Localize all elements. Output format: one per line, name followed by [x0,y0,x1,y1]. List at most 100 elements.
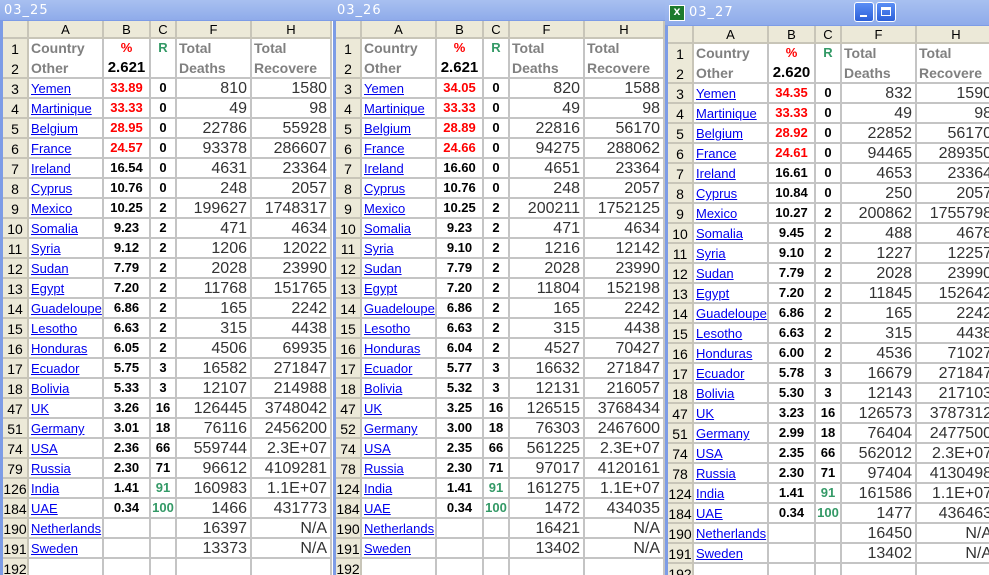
row-header[interactable]: 190 [668,524,694,544]
total-deaths-cell[interactable]: 315 [510,319,585,339]
percent-cell[interactable]: 34.35 [769,84,816,104]
row-header[interactable]: 2 [336,59,362,79]
total-deaths-cell[interactable]: 488 [842,224,917,244]
total-deaths-cell[interactable]: 820 [510,79,585,99]
row-header[interactable]: 78 [668,464,694,484]
total-deaths-cell[interactable]: 810 [177,79,252,99]
country-link[interactable]: Russia [362,459,437,479]
country-link[interactable]: Egypt [29,279,104,299]
percent-cell[interactable]: 24.66 [437,139,484,159]
r-cell[interactable]: 3 [484,359,510,379]
row-header[interactable]: 74 [336,439,362,459]
row-header[interactable]: 10 [668,224,694,244]
percent-cell[interactable]: 2.30 [104,459,151,479]
row-header[interactable]: 2 [668,64,694,84]
total-recovered-cell[interactable]: 1580 [252,79,332,99]
percent-cell[interactable]: 2.35 [437,439,484,459]
percent-cell[interactable] [104,559,151,575]
total-recovered-cell[interactable]: 4438 [585,319,665,339]
r-cell[interactable]: 0 [151,159,177,179]
percent-cell[interactable]: 33.33 [437,99,484,119]
total-deaths-cell[interactable]: 4651 [510,159,585,179]
percent-cell[interactable]: 7.20 [437,279,484,299]
r-cell[interactable]: 2 [484,239,510,259]
r-cell[interactable]: 3 [151,359,177,379]
row-header[interactable]: 6 [336,139,362,159]
country-link[interactable]: Sudan [29,259,104,279]
total-deaths-cell[interactable]: 16679 [842,364,917,384]
percent-cell[interactable]: 3.00 [437,419,484,439]
r-cell[interactable]: 0 [151,119,177,139]
row-header[interactable]: 74 [3,439,29,459]
row-header[interactable]: 9 [3,199,29,219]
row-header[interactable]: 17 [3,359,29,379]
total-recovered-cell[interactable]: 2.3E+07 [252,439,332,459]
total-recovered-cell[interactable]: 1590 [917,84,989,104]
row-header[interactable]: 13 [668,284,694,304]
r-cell[interactable]: 0 [484,159,510,179]
row-header[interactable]: 51 [3,419,29,439]
country-link[interactable]: India [362,479,437,499]
total-deaths-cell[interactable]: 1472 [510,499,585,519]
total-deaths-cell[interactable]: 13373 [177,539,252,559]
total-recovered-cell[interactable] [585,559,665,575]
row-header[interactable]: 190 [336,519,362,539]
total-recovered-cell[interactable]: 289350 [917,144,989,164]
total-recovered-cell[interactable]: 4109281 [252,459,332,479]
r-cell[interactable]: 18 [151,419,177,439]
total-deaths-cell[interactable]: 13402 [510,539,585,559]
total-recovered-cell[interactable]: 2456200 [252,419,332,439]
column-header-C[interactable]: C [151,21,177,39]
total-deaths-cell[interactable]: 126573 [842,404,917,424]
row-header[interactable]: 1 [336,39,362,59]
country-link[interactable]: Yemen [29,79,104,99]
total-deaths-cell[interactable]: 93378 [177,139,252,159]
total-recovered-cell[interactable]: 2242 [917,304,989,324]
total-recovered-cell[interactable]: 1.1E+07 [917,484,989,504]
country-link[interactable]: USA [29,439,104,459]
row-header[interactable]: 47 [336,399,362,419]
total-deaths-cell[interactable]: 16632 [510,359,585,379]
total-deaths-cell[interactable]: 1466 [177,499,252,519]
country-link[interactable]: Ireland [694,164,769,184]
country-link[interactable]: Netherlands [694,524,769,544]
r-cell[interactable]: 3 [816,384,842,404]
total-deaths-cell[interactable]: 22852 [842,124,917,144]
country-link[interactable]: USA [694,444,769,464]
percent-cell[interactable]: 5.33 [104,379,151,399]
row-header[interactable]: 7 [336,159,362,179]
country-link[interactable]: Mexico [694,204,769,224]
percent-cell[interactable]: 5.78 [769,364,816,384]
r-cell[interactable]: 0 [151,79,177,99]
r-cell[interactable]: 0 [151,99,177,119]
country-link[interactable]: India [694,484,769,504]
total-deaths-cell[interactable]: 4653 [842,164,917,184]
country-link[interactable]: UK [29,399,104,419]
r-cell[interactable]: 2 [816,264,842,284]
total-recovered-cell[interactable]: 271847 [585,359,665,379]
r-cell[interactable]: 0 [816,84,842,104]
total-recovered-cell[interactable]: 98 [252,99,332,119]
r-cell[interactable]: 2 [151,319,177,339]
total-deaths-cell[interactable]: 2028 [510,259,585,279]
percent-cell[interactable]: 3.01 [104,419,151,439]
row-header[interactable]: 12 [668,264,694,284]
country-link[interactable]: Somalia [362,219,437,239]
country-link[interactable]: Cyprus [29,179,104,199]
total-recovered-cell[interactable]: 2.3E+07 [585,439,665,459]
total-recovered-cell[interactable]: 3787312 [917,404,989,424]
cell-c2[interactable] [816,64,842,84]
total-deaths-cell[interactable]: 16582 [177,359,252,379]
row-header[interactable]: 184 [3,499,29,519]
r-cell[interactable]: 0 [816,104,842,124]
percent-cell[interactable]: 24.57 [104,139,151,159]
total-deaths-cell[interactable]: 562012 [842,444,917,464]
column-header-A[interactable]: A [694,26,769,44]
total-recovered-cell[interactable]: 1752125 [585,199,665,219]
r-cell[interactable]: 0 [816,184,842,204]
column-header-A[interactable]: A [362,21,437,39]
total-recovered-cell[interactable] [917,564,989,575]
r-cell[interactable]: 3 [816,364,842,384]
country-link[interactable] [694,564,769,575]
country-link[interactable] [362,559,437,575]
